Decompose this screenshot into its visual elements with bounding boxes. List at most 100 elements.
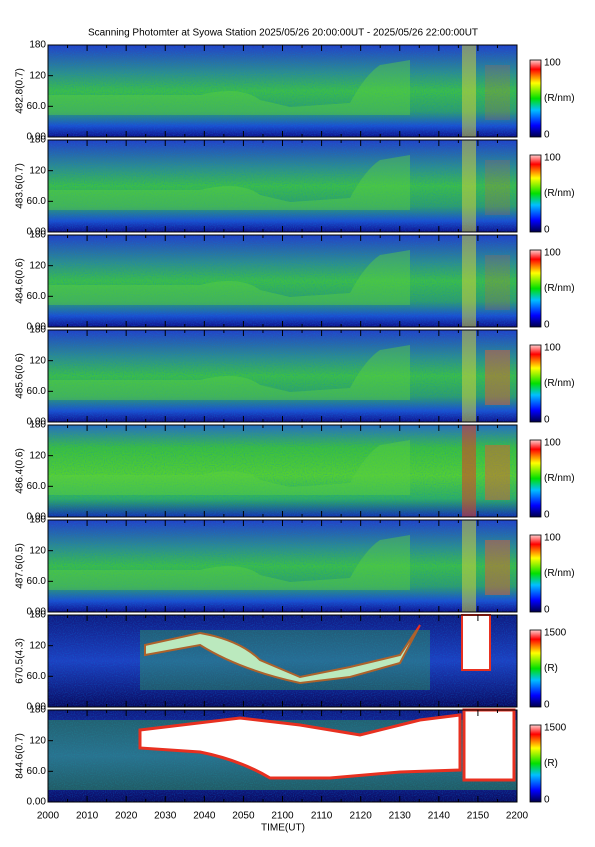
y-tick-label: 0.00 bbox=[27, 227, 47, 238]
aurora-streak bbox=[485, 350, 510, 405]
colorbar-min: 0 bbox=[544, 795, 550, 806]
y-tick-label: 120 bbox=[29, 70, 46, 81]
y-tick-label: 180 bbox=[29, 515, 46, 526]
y-tick-label: 60.0 bbox=[27, 766, 47, 777]
y-tick-label: 120 bbox=[29, 450, 46, 461]
colorbar-unit: (R/nm) bbox=[544, 378, 575, 389]
colorbar bbox=[529, 154, 542, 233]
panel-label: 486.4(0.6) bbox=[15, 448, 26, 494]
colorbar-max: 100 bbox=[544, 343, 561, 354]
emission-band bbox=[140, 630, 430, 690]
panel-label: 670.5(4.3) bbox=[15, 638, 26, 684]
colorbar-unit: (R/nm) bbox=[544, 568, 575, 579]
x-tick-label: 2000 bbox=[37, 811, 60, 822]
colorbar-unit: (R/nm) bbox=[544, 473, 575, 484]
y-tick-label: 120 bbox=[29, 355, 46, 366]
y-tick-label: 0.00 bbox=[27, 417, 47, 428]
aurora-streak bbox=[485, 65, 510, 120]
y-tick-label: 180 bbox=[29, 40, 46, 51]
aurora-streak bbox=[462, 425, 476, 517]
colorbar bbox=[529, 724, 542, 803]
colorbar-min: 0 bbox=[544, 415, 550, 426]
y-tick-label: 180 bbox=[29, 705, 46, 716]
aurora-streak bbox=[462, 45, 476, 137]
saturated-region bbox=[144, 624, 421, 685]
x-tick-label: 2030 bbox=[154, 811, 177, 822]
colorbar-max: 100 bbox=[544, 153, 561, 164]
colorbar bbox=[529, 59, 542, 138]
aurora-streak bbox=[485, 160, 510, 215]
colorbar-unit: (R/nm) bbox=[544, 93, 575, 104]
heatmap-noise bbox=[48, 45, 517, 137]
x-tick-label: 2040 bbox=[193, 811, 216, 822]
panel-label: 487.6(0.5) bbox=[15, 543, 26, 589]
colorbar-unit: (R) bbox=[544, 663, 558, 674]
y-tick-label: 120 bbox=[29, 545, 46, 556]
colorbar-unit: (R) bbox=[544, 758, 558, 769]
colorbar-min: 0 bbox=[544, 510, 550, 521]
aurora-streak bbox=[485, 540, 510, 595]
x-axis-label: TIME(UT) bbox=[261, 823, 305, 834]
y-tick-label: 180 bbox=[29, 230, 46, 241]
colorbar-max: 100 bbox=[544, 248, 561, 259]
heatmap-noise bbox=[48, 520, 517, 612]
x-tick-label: 2100 bbox=[271, 811, 294, 822]
y-tick-label: 0.00 bbox=[27, 607, 47, 618]
panel-label: 844.6(0.7) bbox=[15, 733, 26, 779]
colorbar-min: 0 bbox=[544, 130, 550, 141]
y-tick-label: 60.0 bbox=[27, 386, 47, 397]
x-tick-label: 2110 bbox=[311, 811, 333, 822]
colorbar-unit: (R/nm) bbox=[544, 188, 575, 199]
y-tick-label: 120 bbox=[29, 165, 46, 176]
y-tick-label: 60.0 bbox=[27, 196, 47, 207]
colorbar-max: 1500 bbox=[544, 628, 567, 639]
colorbar-min: 0 bbox=[544, 700, 550, 711]
y-tick-label: 0.00 bbox=[27, 702, 47, 713]
y-tick-label: 180 bbox=[29, 325, 46, 336]
x-tick-label: 2020 bbox=[115, 811, 138, 822]
aurora-streak bbox=[485, 255, 510, 310]
emission-band bbox=[48, 155, 410, 210]
y-tick-label: 0.00 bbox=[27, 797, 47, 808]
colorbar-min: 0 bbox=[544, 320, 550, 331]
saturated-region bbox=[462, 708, 516, 782]
colorbar bbox=[529, 534, 542, 613]
colorbar bbox=[529, 439, 542, 518]
emission-band bbox=[48, 345, 410, 400]
y-tick-label: 60.0 bbox=[27, 481, 47, 492]
y-tick-label: 60.0 bbox=[27, 291, 47, 302]
colorbar bbox=[529, 249, 542, 328]
y-tick-label: 60.0 bbox=[27, 576, 47, 587]
emission-band bbox=[48, 250, 410, 305]
x-tick-label: 2150 bbox=[467, 811, 490, 822]
x-tick-label: 2140 bbox=[428, 811, 451, 822]
x-tick-label: 2050 bbox=[232, 811, 255, 822]
y-tick-label: 60.0 bbox=[27, 101, 47, 112]
x-tick-label: 2120 bbox=[350, 811, 373, 822]
colorbar bbox=[529, 629, 542, 708]
y-tick-label: 0.00 bbox=[27, 512, 47, 523]
emission-band bbox=[48, 535, 410, 590]
y-tick-label: 0.00 bbox=[27, 322, 47, 333]
emission-band bbox=[48, 60, 410, 115]
heatmap-noise bbox=[48, 615, 517, 707]
heatmap-noise bbox=[48, 330, 517, 422]
aurora-streak bbox=[462, 330, 476, 422]
aurora-streak bbox=[462, 140, 476, 232]
panel-label: 483.6(0.7) bbox=[15, 163, 26, 209]
y-tick-label: 120 bbox=[29, 260, 46, 271]
aurora-streak bbox=[462, 520, 476, 612]
aurora-streak bbox=[485, 445, 510, 500]
saturated-region bbox=[461, 614, 491, 671]
panel-label: 485.6(0.6) bbox=[15, 353, 26, 399]
colorbar-max: 1500 bbox=[544, 723, 567, 734]
y-tick-label: 120 bbox=[29, 735, 46, 746]
title: Scanning Photomter at Syowa Station 2025… bbox=[88, 28, 478, 39]
colorbar-max: 100 bbox=[544, 533, 561, 544]
y-tick-label: 60.0 bbox=[27, 671, 47, 682]
y-tick-label: 180 bbox=[29, 610, 46, 621]
heatmap-noise bbox=[48, 235, 517, 327]
saturated-region bbox=[138, 713, 462, 780]
colorbar-unit: (R/nm) bbox=[544, 283, 575, 294]
